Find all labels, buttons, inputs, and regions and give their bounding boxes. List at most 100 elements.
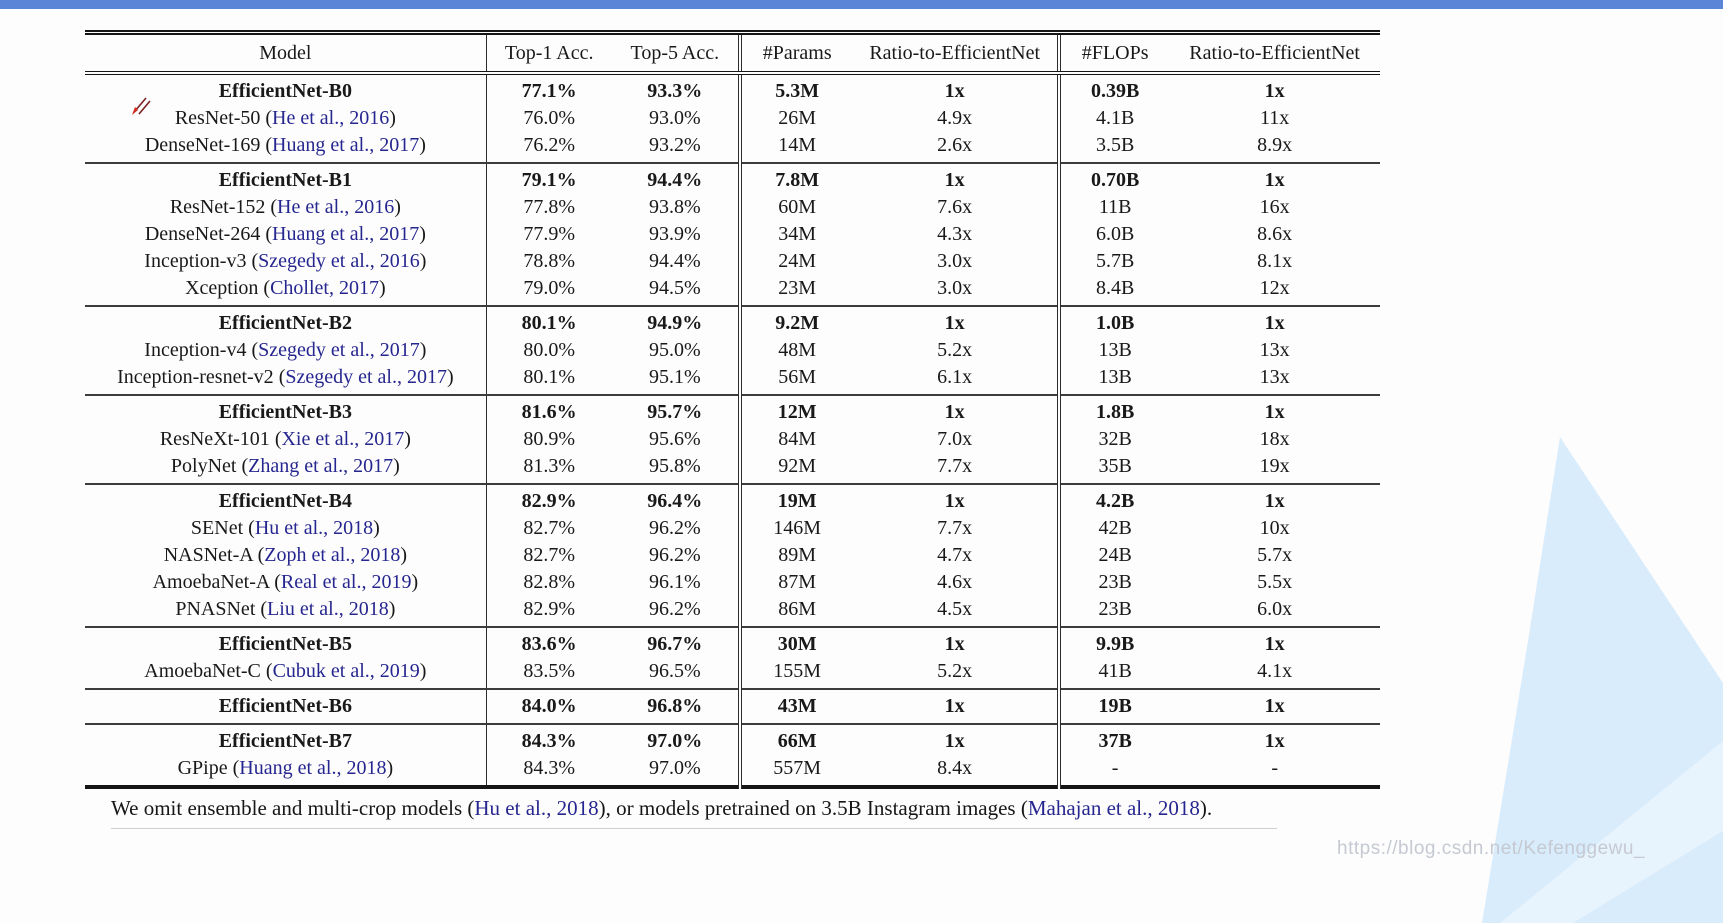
- cell-flops: 32B: [1056, 426, 1170, 453]
- cell-flops: 35B: [1056, 453, 1170, 484]
- cell-top5: 94.5%: [648, 277, 701, 299]
- citation-link: Chollet, 2017: [270, 277, 379, 299]
- model-group: EfficientNet-B6 84.0% 96.8% 43M 1x 19B 1x: [85, 689, 1380, 724]
- cell-params: 84M: [737, 426, 853, 453]
- model-name: EfficientNet-B2: [218, 312, 353, 334]
- cell-params: 89M: [737, 542, 853, 569]
- model-name: PNASNet: [175, 598, 256, 620]
- table-row: EfficientNet-B1 79.1% 94.4% 7.8M 1x 0.70B 1x: [85, 163, 1380, 194]
- cell-flops-ratio: 4.1x: [1257, 660, 1293, 682]
- table-row: Xception (Chollet, 2017) 79.0% 94.5% 23M 3.0…: [85, 275, 1380, 306]
- col-header-flops-ratio: Ratio-to-EfficientNet: [1169, 32, 1380, 75]
- cell-params: 92M: [737, 453, 853, 484]
- cell-params-ratio: 3.0x: [937, 250, 973, 272]
- model-name: DenseNet-264: [144, 223, 261, 245]
- cell-params: 86M: [737, 596, 853, 627]
- header-row: Model Top-1 Acc. Top-5 Acc. #Params Rati…: [85, 32, 1380, 75]
- citation-link: He et al., 2016: [272, 107, 390, 129]
- cell-top5: 96.2%: [648, 544, 701, 566]
- cell-top5: 96.8%: [647, 695, 703, 717]
- table-row: ResNeXt-101 (Xie et al., 2017) 80.9% 95.6%…: [85, 426, 1380, 453]
- cell-model: EfficientNet-B7: [85, 724, 486, 755]
- table-row: ResNet-152 (He et al., 2016) 77.8% 93.8% 60…: [85, 194, 1380, 221]
- cell-params-ratio: 3.0x: [937, 277, 973, 299]
- cell-flops: 23B: [1056, 596, 1170, 627]
- cell-params: 7.8M: [737, 163, 853, 194]
- cell-top5: 94.4%: [647, 169, 703, 191]
- cell-flops-ratio: 18x: [1259, 428, 1290, 450]
- cell-flops-ratio: 1x: [1264, 730, 1285, 752]
- model-name: Xception: [185, 277, 259, 299]
- cell-top5: 96.2%: [648, 598, 701, 620]
- paper-table-area: Model Top-1 Acc. Top-5 Acc. #Params Rati…: [85, 30, 1381, 829]
- cell-top1: 82.7%: [485, 515, 612, 542]
- table-row: SENet (Hu et al., 2018) 82.7% 96.2% 146M 7.7…: [85, 515, 1380, 542]
- cell-flops: 37B: [1056, 724, 1170, 755]
- col-header-flops: #FLOPs: [1056, 32, 1170, 75]
- cell-top5: 96.5%: [648, 660, 701, 682]
- model-name: NASNet-A: [163, 544, 253, 566]
- cell-flops-ratio: 8.6x: [1257, 223, 1293, 245]
- cell-params-ratio: 1x: [944, 312, 965, 334]
- citation-link: Zoph et al., 2018: [264, 544, 401, 566]
- cell-top1: 80.9%: [485, 426, 612, 453]
- cell-top1: 82.7%: [485, 542, 612, 569]
- table-row: AmoebaNet-A (Real et al., 2019) 82.8% 96.1…: [85, 569, 1380, 596]
- citation-link: Real et al., 2019: [280, 571, 412, 593]
- cell-top1: 84.3%: [485, 724, 612, 755]
- table-row: EfficientNet-B0 77.1% 93.3% 5.3M 1x 0.39B 1x: [85, 73, 1380, 105]
- cell-top1: 84.3%: [485, 755, 612, 787]
- cell-flops-ratio: 16x: [1259, 196, 1290, 218]
- cell-model: SENet (Hu et al., 2018): [190, 517, 380, 539]
- col-header-params-ratio: Ratio-to-EfficientNet: [852, 32, 1059, 75]
- table-row: Inception-v3 (Szegedy et al., 2016) 78.8%…: [85, 248, 1380, 275]
- cell-model: AmoebaNet-C (Cubuk et al., 2019): [144, 660, 427, 682]
- cell-params-ratio: 8.4x: [937, 757, 973, 779]
- cell-params: 34M: [737, 221, 853, 248]
- cell-top5: 95.7%: [647, 401, 703, 423]
- cell-params: 48M: [737, 337, 853, 364]
- col-header-params: #Params: [737, 32, 853, 75]
- cell-params: 155M: [737, 658, 853, 689]
- model-name: AmoebaNet-A: [152, 571, 270, 593]
- cell-params: 30M: [737, 627, 853, 658]
- citation-link: Liu et al., 2018: [267, 598, 389, 620]
- cell-top1: 83.5%: [485, 658, 612, 689]
- cell-model: EfficientNet-B2: [85, 306, 486, 337]
- cell-top5: 93.0%: [648, 107, 701, 129]
- cell-params-ratio: 4.5x: [937, 598, 973, 620]
- cell-params: 56M: [737, 364, 853, 395]
- cell-params-ratio: 1x: [944, 401, 965, 423]
- cell-model: ResNet-50 (He et al., 2016): [174, 107, 396, 129]
- model-name: EfficientNet-B6: [218, 695, 353, 717]
- cell-flops: -: [1056, 755, 1170, 787]
- cell-top5: 93.2%: [648, 134, 701, 156]
- top-blue-bar: [0, 0, 1723, 9]
- model-group: EfficientNet-B7 84.3% 97.0% 66M 1x 37B 1x GPipe…: [85, 724, 1380, 787]
- cell-params: 557M: [737, 755, 853, 787]
- annotation-cursor-icon: [132, 97, 151, 115]
- cell-flops-ratio: 12x: [1259, 277, 1290, 299]
- cell-flops: 4.1B: [1056, 105, 1170, 132]
- cell-params-ratio: 1x: [944, 633, 965, 655]
- cell-flops-ratio: 19x: [1259, 455, 1290, 477]
- cell-flops-ratio: 11x: [1260, 107, 1290, 129]
- cell-params-ratio: 1x: [944, 490, 965, 512]
- cell-flops: 4.2B: [1056, 484, 1170, 515]
- footnote-text: ), or models pretrained on 3.5B Instagra…: [598, 796, 1028, 820]
- model-group: EfficientNet-B2 80.1% 94.9% 9.2M 1x 1.0B 1x Inc…: [85, 306, 1380, 395]
- cell-params-ratio: 4.9x: [937, 107, 973, 129]
- citation-link: Xie et al., 2017: [281, 428, 405, 450]
- cell-flops-ratio: 5.5x: [1257, 571, 1293, 593]
- cell-top5: 96.7%: [647, 633, 703, 655]
- cell-flops: 1.8B: [1056, 395, 1170, 426]
- watermark-url: https://blog.csdn.net/Kefenggewu_: [1337, 838, 1646, 859]
- cell-flops-ratio: 13x: [1259, 366, 1290, 388]
- model-name: Inception-v4: [144, 339, 247, 361]
- col-header-top5: Top-5 Acc.: [611, 32, 740, 75]
- model-name: SENet: [190, 517, 244, 539]
- results-table: Model Top-1 Acc. Top-5 Acc. #Params Rati…: [85, 30, 1380, 789]
- cell-flops: 0.70B: [1056, 163, 1170, 194]
- cell-model: ResNeXt-101 (Xie et al., 2017): [159, 428, 411, 450]
- model-name: ResNeXt-101: [159, 428, 270, 450]
